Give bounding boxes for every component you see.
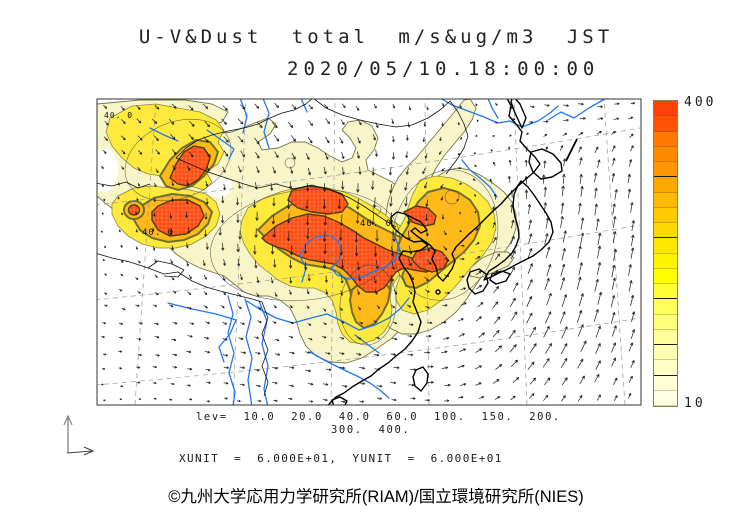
colorbar-segment: [654, 329, 677, 345]
colorbar-segment: [654, 284, 677, 300]
colorbar-segment: [654, 207, 677, 223]
colorbar-segment: [654, 268, 677, 284]
colorbar-segment: [654, 162, 677, 178]
colorbar-segment: [654, 345, 677, 361]
colorbar-segment: [654, 360, 677, 376]
wind-vectors-layer: [100, 102, 636, 404]
map-frame: [96, 98, 642, 406]
colorbar-segment: [654, 314, 677, 330]
colorbar-max-label: 400: [684, 95, 717, 110]
colorbar-segment: [654, 390, 677, 406]
colorbar: [653, 100, 678, 407]
colorbar-segment: [654, 116, 677, 132]
colorbar-segment: [654, 192, 677, 208]
contour-levels-line1: lev= 10.0 20.0 40.0 60.0 100. 150. 200.: [196, 411, 561, 423]
colorbar-segment: [654, 101, 677, 117]
graticule: [97, 99, 641, 405]
colorbar-segment: [654, 375, 677, 391]
colorbar-segment: [654, 146, 677, 162]
contour-value-label: 40. 0: [104, 111, 133, 120]
contour-value-label: 40. 0: [360, 219, 392, 229]
colorbar-segment: [654, 238, 677, 254]
axis-orientation-indicator: [63, 414, 95, 456]
copyright-text: ©九州大学応用力学研究所(RIAM)/国立環境研究所(NIES): [168, 488, 584, 506]
contour-levels-line2: 300. 400.: [331, 424, 411, 436]
dust-shading-level4: [127, 145, 449, 293]
contour-gap: [97, 148, 118, 192]
colorbar-min-label: 10: [684, 396, 706, 411]
colorbar-segment: [654, 223, 677, 239]
contour-value-label: 40. 0: [142, 228, 174, 238]
chart-datetime: 2020/05/10.18:00:00: [287, 58, 600, 80]
wind-vector-arrows: [100, 102, 636, 404]
colorbar-segment: [654, 299, 677, 315]
colorbar-segment: [654, 253, 677, 269]
chart-title: U-V&Dust total m/s&ug/m3 JST: [138, 26, 614, 48]
contour-labels: 40. 0 40. 0 40. 0: [104, 111, 392, 238]
x-axis-arrow: [66, 450, 93, 454]
colorbar-segment: [654, 177, 677, 193]
vector-unit-label: XUNIT = 6.000E+01, YUNIT = 6.000E+01: [179, 452, 503, 465]
colorbar-segment: [654, 131, 677, 147]
